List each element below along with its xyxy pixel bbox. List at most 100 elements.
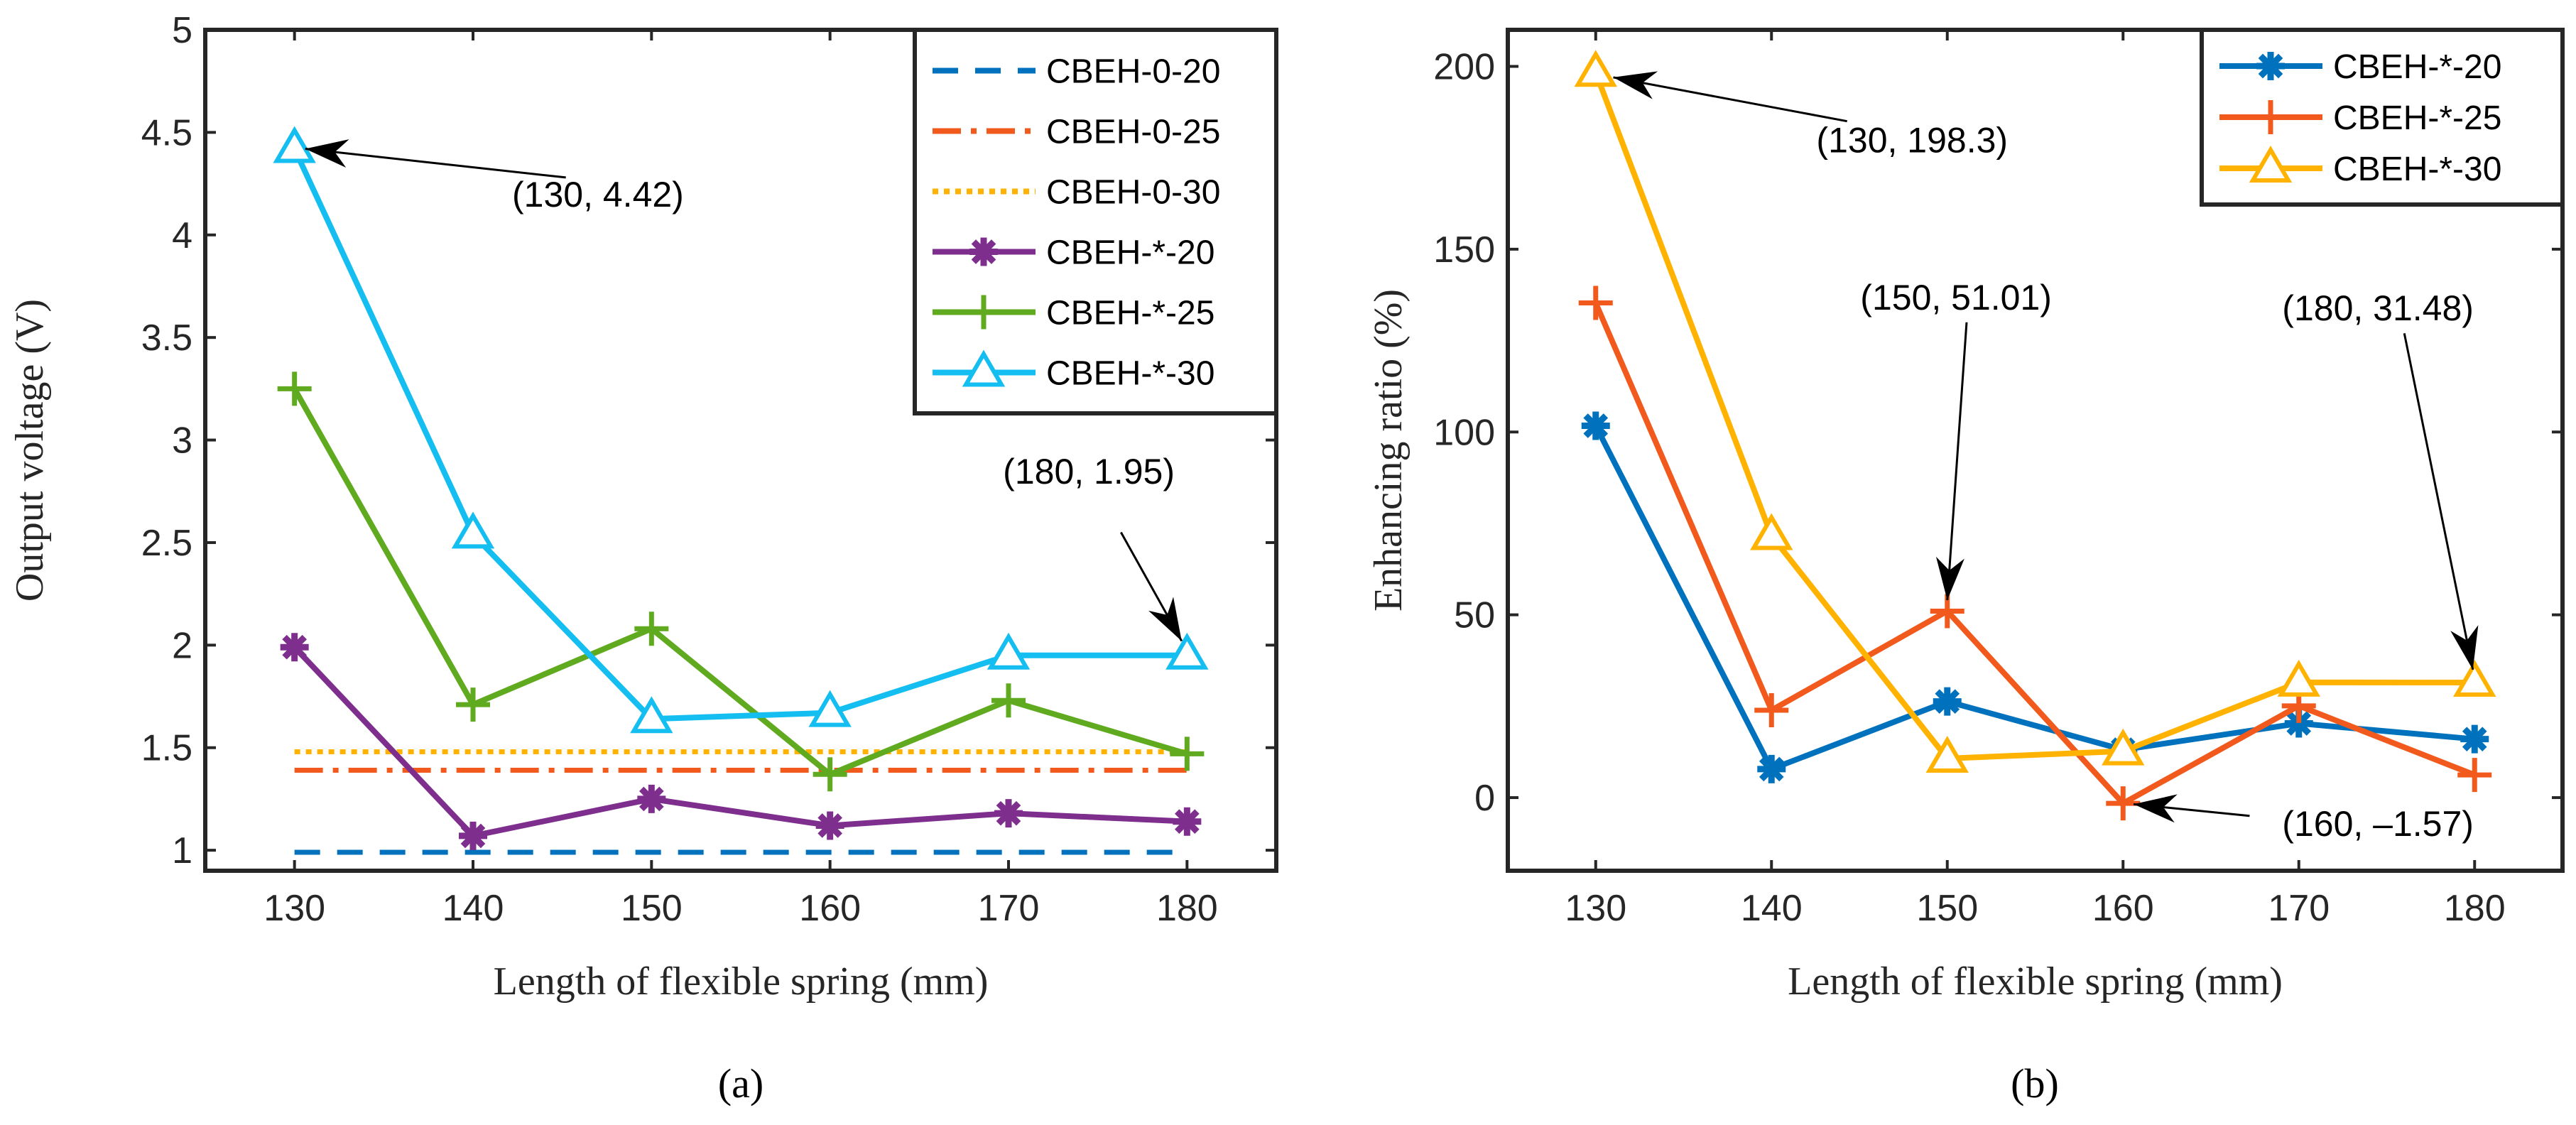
triangle-marker — [2102, 728, 2145, 766]
y-tick-label: 2.5 — [141, 523, 192, 564]
asterisk-marker — [639, 786, 664, 812]
annotation-arrow-line — [1613, 76, 1847, 123]
asterisk-marker — [1759, 756, 1784, 782]
legend: CBEH-*-20 CBEH-*-25 CBEH-*-30 — [2200, 28, 2565, 207]
legend-entry: CBEH-0-20 — [1046, 53, 1220, 91]
y-tick-label: 3.5 — [141, 317, 192, 359]
y-axis-label: Output voltage (V) — [8, 299, 52, 602]
legend-entry: CBEH-*-25 — [2333, 99, 2501, 137]
legend-entry: CBEH-*-20 — [2333, 48, 2501, 86]
x-tick-label: 180 — [1156, 888, 1218, 929]
chart-b: 130 140 150 160 170 180 0 50 100 150 200 (130, 198.… — [1366, 28, 2565, 1107]
y-tick-label: 5 — [172, 10, 192, 51]
triangle-marker — [1925, 735, 1969, 773]
y-tick-label: 1.5 — [141, 728, 192, 769]
x-tick-label: 140 — [442, 888, 504, 929]
legend-entry: CBEH-0-25 — [1046, 114, 1220, 151]
annotation-label: (160, –1.57) — [2282, 804, 2474, 844]
x-tick-label: 140 — [1741, 888, 1803, 929]
y-tick-label: 100 — [1433, 412, 1495, 453]
y-tick-label: 4 — [172, 215, 192, 256]
legend-entry: CBEH-*-25 — [1046, 295, 1214, 332]
y-tick-label: 150 — [1433, 229, 1495, 271]
plus-marker — [277, 371, 312, 406]
legend-box — [913, 28, 1278, 415]
x-tick-label: 170 — [978, 888, 1040, 929]
annotation-arrow-line — [1946, 322, 1968, 601]
triangle-marker — [1750, 513, 1793, 550]
annotation-label: (130, 4.42) — [512, 175, 684, 214]
annotation-label: (180, 31.48) — [2282, 288, 2474, 328]
series-line — [1593, 424, 2475, 773]
y-tick-label: 2 — [172, 625, 192, 666]
plus-marker — [1754, 693, 1789, 728]
plus-marker — [2254, 100, 2288, 134]
y-tick-label: 4.5 — [141, 112, 192, 153]
annotation-arrowhead — [305, 139, 349, 168]
y-tick-label: 200 — [1433, 46, 1495, 87]
plus-marker — [991, 683, 1026, 718]
series-line — [292, 645, 1188, 839]
plus-marker — [1578, 286, 1613, 320]
x-tick-label: 170 — [2268, 888, 2330, 929]
x-axis-label: Length of flexible spring (mm) — [494, 960, 989, 1004]
annotation-arrowhead — [1935, 556, 1964, 601]
axes-box — [1506, 28, 2565, 873]
triangle-marker — [273, 126, 316, 163]
triangle-marker — [2277, 659, 2320, 697]
plus-marker — [813, 757, 847, 792]
x-tick-label: 160 — [799, 888, 861, 929]
series-CBEH-*-20 — [280, 633, 1202, 850]
triangle-marker — [2453, 660, 2496, 697]
asterisk-marker — [996, 800, 1021, 826]
legend-entry: CBEH-*-30 — [1046, 355, 1214, 393]
panel-caption: (a) — [718, 1060, 763, 1107]
annotation-label: (150, 51.01) — [1860, 278, 2052, 317]
asterisk-marker — [2258, 53, 2283, 79]
chart-a: 130 140 150 160 170 180 1 1.5 2 2.5 3 3.5 4 4.5 5 (130,… — [8, 10, 1278, 1107]
series-CBEH-*-30 — [1574, 50, 2496, 773]
annotation-label: (130, 198.3) — [1816, 120, 2008, 160]
asterisk-marker — [2462, 727, 2487, 752]
asterisk-marker — [971, 239, 996, 264]
triangle-marker — [630, 696, 673, 734]
triangle-marker — [1574, 50, 1617, 87]
annotation-arrow-line — [305, 148, 566, 179]
x-tick-label: 150 — [621, 888, 683, 929]
annotation-arrowhead — [2134, 794, 2178, 823]
y-tick-label: 1 — [172, 830, 192, 871]
series-CBEH-*-25 — [277, 371, 1205, 792]
plus-marker — [1170, 737, 1205, 771]
asterisk-marker — [1175, 809, 1200, 835]
legend-entry: CBEH-*-20 — [1046, 234, 1214, 272]
triangle-marker — [2249, 146, 2293, 183]
asterisk-marker — [2286, 711, 2312, 736]
series-line — [292, 147, 1188, 722]
plus-marker — [634, 612, 669, 646]
annotation-arrowhead — [1613, 71, 1658, 99]
y-axis-label: Enhancing ratio (%) — [1366, 289, 1411, 612]
plus-marker — [2457, 758, 2492, 793]
x-tick-label: 180 — [2444, 888, 2506, 929]
series-line — [1593, 71, 2475, 762]
series-line — [1593, 301, 2476, 808]
triangle-marker — [987, 632, 1031, 670]
x-tick-label: 130 — [263, 888, 325, 929]
asterisk-marker — [817, 813, 842, 838]
series-CBEH-*-30 — [273, 126, 1209, 734]
annotation-arrowhead — [1148, 597, 1182, 641]
plus-marker — [967, 295, 1001, 330]
x-tick-label: 150 — [1916, 888, 1978, 929]
y-tick-label: 3 — [172, 420, 192, 462]
triangle-marker — [1165, 632, 1209, 670]
triangle-marker — [451, 511, 495, 549]
axes-box — [203, 28, 1278, 873]
annotation-label: (180, 1.95) — [1003, 452, 1175, 491]
panel-caption: (b) — [2011, 1060, 2059, 1107]
asterisk-marker — [1935, 689, 1960, 714]
annotation-arrowhead — [2450, 625, 2479, 670]
x-axis-label: Length of flexible spring (mm) — [1788, 960, 2283, 1004]
series-line — [292, 387, 1188, 778]
asterisk-marker — [282, 634, 307, 660]
